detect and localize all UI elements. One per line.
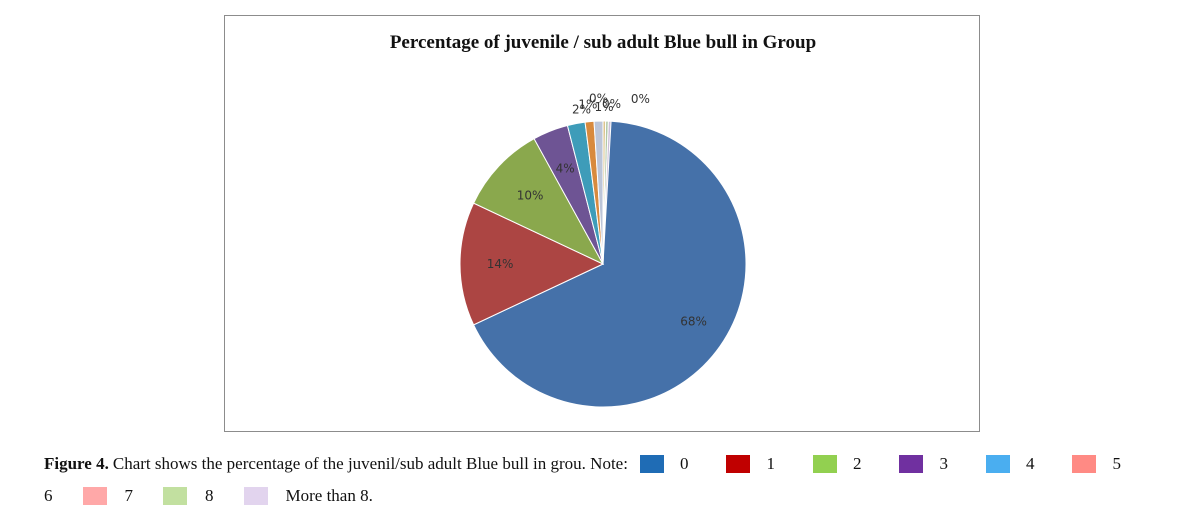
slice-label: 1% xyxy=(595,100,614,114)
slice-label: 14% xyxy=(487,257,514,271)
legend-item: 4 xyxy=(985,448,1073,480)
slice-label: 0% xyxy=(602,97,621,111)
legend-label: 1 xyxy=(766,454,775,473)
caption-text: Chart shows the percentage of the juveni… xyxy=(112,454,628,473)
legend-label: 2 xyxy=(852,454,862,473)
pie-slice-1 xyxy=(459,202,605,326)
slice-label: 0% xyxy=(589,92,608,106)
legend-label: More than 8. xyxy=(285,486,373,505)
slice-label: 4% xyxy=(556,161,575,175)
pie-slice-more-than-8 xyxy=(602,120,612,265)
legend-swatch xyxy=(243,487,268,505)
pie-chart: 68%14%10%4%2%1%1%0%0% 0% xyxy=(459,92,747,408)
legend-item: 0 xyxy=(639,448,727,480)
chart-title: Percentage of juvenile / sub adult Blue … xyxy=(389,32,817,53)
legend-swatch xyxy=(726,455,751,473)
legend-swatch xyxy=(812,455,837,473)
legend-item: 3 xyxy=(899,448,986,480)
legend-label: 0 xyxy=(679,454,689,473)
legend-item: 6 xyxy=(44,480,83,512)
legend-label: 3 xyxy=(939,454,948,473)
pie-slice-0 xyxy=(472,120,747,408)
slice-label: 10% xyxy=(517,188,544,202)
legend-item: 7 xyxy=(82,480,164,512)
legend-swatch xyxy=(163,487,187,505)
slice-label: 68% xyxy=(680,314,707,328)
caption-label: Figure 4. xyxy=(44,454,109,473)
legend-swatch xyxy=(82,487,107,505)
legend-label: 4 xyxy=(1025,454,1035,473)
pie-slice-2 xyxy=(472,138,605,266)
figure-caption: Figure 4. Chart shows the percentage of … xyxy=(44,448,1174,512)
legend-swatch xyxy=(1072,455,1097,473)
legend-item: 5 xyxy=(1072,448,1159,480)
legend-label: 6 xyxy=(44,486,53,505)
legend-label: 7 xyxy=(124,486,134,505)
legend-label: 5 xyxy=(1112,454,1121,473)
legend-swatch xyxy=(899,455,924,473)
legend-swatch xyxy=(985,455,1010,473)
slice-label: 2% xyxy=(572,102,591,116)
legend-item: 8 xyxy=(163,480,244,512)
legend-label: 8 xyxy=(205,486,214,505)
legend-swatch xyxy=(639,455,664,473)
legend-item: 1 xyxy=(726,448,813,480)
chart-frame: Percentage of juvenile / sub adult Blue … xyxy=(224,15,980,432)
legend-item: 2 xyxy=(812,448,900,480)
slice-label: 0% xyxy=(631,92,650,106)
slice-label: 1% xyxy=(578,98,597,112)
legend-item: More than 8. xyxy=(243,480,403,512)
